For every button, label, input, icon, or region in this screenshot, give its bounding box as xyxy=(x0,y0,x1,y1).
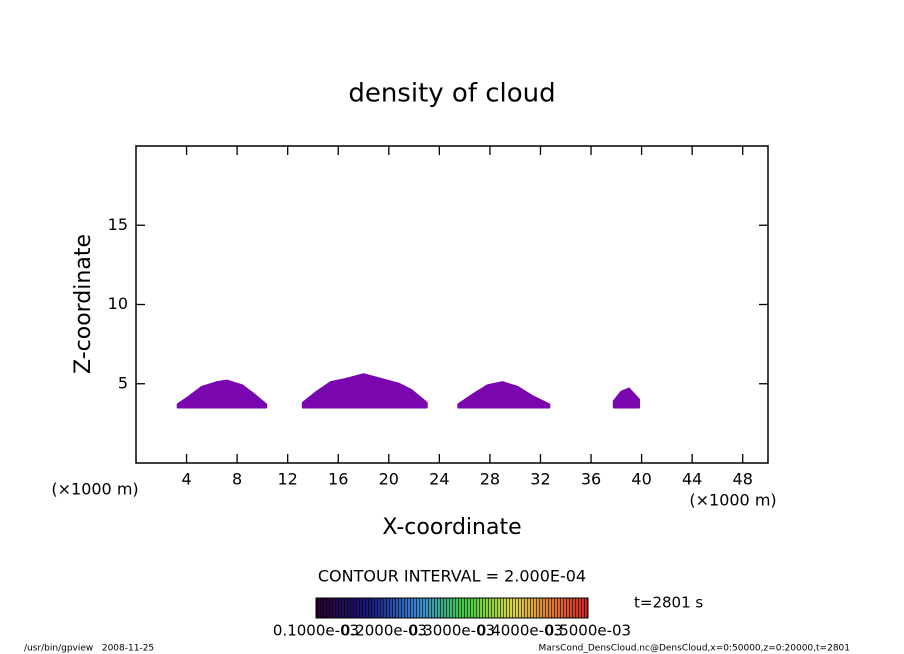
chart-title: density of cloud xyxy=(348,79,555,109)
cloud-region xyxy=(612,387,641,409)
y-axis-label: Z-coordinate xyxy=(71,234,96,374)
y-tick-label: 5 xyxy=(118,373,128,392)
x-tick-label: 36 xyxy=(581,470,601,489)
plot-area xyxy=(176,373,641,409)
x-unit-left: (×1000 m) xyxy=(51,480,138,499)
x-tick-label: 24 xyxy=(429,470,449,489)
x-tick-label: 44 xyxy=(682,470,702,489)
x-unit: (×1000 m) xyxy=(689,491,776,510)
x-tick-label: 40 xyxy=(631,470,651,489)
x-tick-label: 32 xyxy=(530,470,550,489)
x-tick-label: 4 xyxy=(181,470,191,489)
colorbar-outline xyxy=(315,597,589,619)
cloud-region xyxy=(301,373,428,409)
x-tick-label: 48 xyxy=(733,470,753,489)
cloud-region xyxy=(457,381,551,409)
footer-right: MarsCond_DensCloud.nc@DensCloud,x=0:5000… xyxy=(539,644,851,654)
colorbar-label: 0.2000e-03 xyxy=(341,622,427,640)
colorbar-label: 0.1000e-03 xyxy=(273,622,359,640)
time-label: t=2801 s xyxy=(634,594,703,612)
x-tick-label: 28 xyxy=(480,470,500,489)
footer-left: /usr/bin/gpview 2008-11-25 xyxy=(24,644,154,654)
cloud-region xyxy=(176,379,268,409)
y-tick-label: 10 xyxy=(108,294,128,313)
colorbar-label: 0.5000e-03 xyxy=(545,622,631,640)
x-tick-label: 8 xyxy=(232,470,242,489)
colorbar-labels: 0.1000e-030.2000e-030.3000e-030.4000e-03… xyxy=(273,622,631,640)
x-tick-label: 12 xyxy=(278,470,298,489)
colorbar-label: 0.3000e-03 xyxy=(409,622,495,640)
colorbar-label: 0.4000e-03 xyxy=(477,622,563,640)
x-tick-label: 16 xyxy=(328,470,348,489)
x-axis-label: X-coordinate xyxy=(382,515,521,540)
contour-interval: CONTOUR INTERVAL = 2.000E-04 xyxy=(318,567,586,586)
plot-frame xyxy=(135,145,769,464)
y-tick-label: 15 xyxy=(108,215,128,234)
x-tick-label: 20 xyxy=(379,470,399,489)
